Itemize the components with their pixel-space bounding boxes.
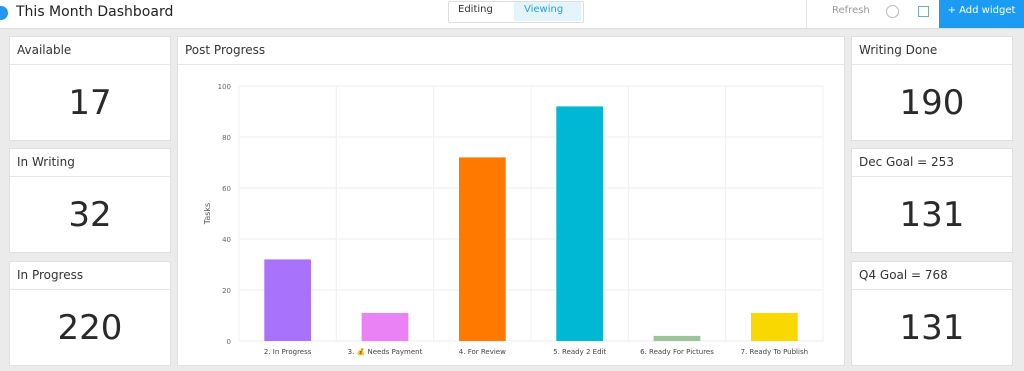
- widget: Q4 Goal = 768 131: [851, 261, 1013, 366]
- bar: [556, 106, 604, 342]
- y-tick-label: 0: [227, 338, 231, 346]
- widget-title: Available: [10, 37, 170, 65]
- widget-title: Dec Goal = 253: [852, 149, 1012, 177]
- widget-title: Q4 Goal = 768: [852, 262, 1012, 290]
- x-tick-label: 5. Ready 2 Edit: [553, 348, 606, 356]
- divider: [806, 0, 807, 28]
- widget: In Progress 220: [9, 261, 171, 366]
- y-tick-label: 20: [222, 287, 231, 295]
- page-title: This Month Dashboard: [16, 4, 174, 20]
- widget: Available 17: [9, 36, 171, 141]
- chart: 0 20 40 60 80 100 Tasks 2. In Progress 3. 💰 Need…: [203, 83, 824, 356]
- info-icon[interactable]: [886, 5, 899, 18]
- widget-title: In Progress: [10, 262, 170, 290]
- widget-value: 220: [57, 308, 123, 348]
- y-axis-label: Tasks: [203, 203, 212, 225]
- widget-value: 131: [899, 308, 965, 348]
- bar: [458, 157, 506, 341]
- bar: [264, 259, 312, 341]
- mode-viewing-bg: [514, 2, 581, 21]
- x-tick-label: 3. 💰 Needs Payment: [348, 347, 423, 356]
- y-tick-label: 60: [222, 185, 231, 193]
- x-tick-label: 2. In Progress: [264, 348, 312, 356]
- mode-toggle: [448, 1, 584, 23]
- x-tick-label: 7. Ready To Publish: [741, 348, 808, 356]
- add-widget-button[interactable]: + Add widget: [939, 0, 1024, 28]
- y-tick-label: 100: [218, 83, 231, 91]
- bar: [653, 335, 701, 341]
- widget-title: Writing Done: [852, 37, 1012, 65]
- widget: In Writing 32: [9, 148, 171, 253]
- y-tick-label: 80: [222, 134, 231, 142]
- y-tick-label: 40: [222, 236, 231, 244]
- fullscreen-icon[interactable]: [918, 6, 929, 17]
- logo: [0, 6, 8, 20]
- widget-value: 190: [899, 83, 965, 123]
- widget-title: In Writing: [10, 149, 170, 177]
- bar: [361, 312, 409, 341]
- mode-editing[interactable]: Editing: [458, 4, 493, 15]
- bar: [750, 312, 798, 341]
- widget: Dec Goal = 253 131: [851, 148, 1013, 253]
- x-tick-label: 4. For Review: [459, 348, 506, 356]
- header: This Month Dashboard Editing Viewing Ref…: [0, 0, 1024, 29]
- mode-viewing[interactable]: Viewing: [524, 4, 564, 15]
- widget-value: 17: [68, 83, 112, 123]
- refresh-button[interactable]: Refresh: [832, 5, 870, 16]
- x-tick-label: 6. Ready For Pictures: [640, 348, 714, 356]
- chart-card: Post Progress 0 20 40 60 80 100 Tasks 2. In Pro…: [177, 36, 845, 366]
- widget-value: 131: [899, 195, 965, 235]
- widget-value: 32: [68, 195, 112, 235]
- chart-title: Post Progress: [178, 37, 844, 65]
- widget: Writing Done 190: [851, 36, 1013, 141]
